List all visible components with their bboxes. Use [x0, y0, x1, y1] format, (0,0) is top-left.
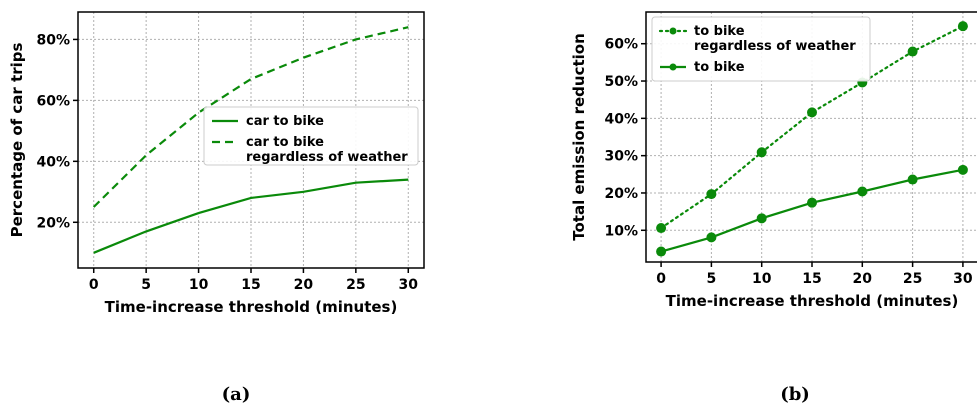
plot-frame: [77, 11, 425, 269]
y-tick-label: 30%: [604, 149, 638, 165]
y-tick-label: 10%: [604, 223, 638, 239]
x-tick-label: 30: [399, 277, 419, 293]
y-tick-label: 50%: [604, 74, 638, 90]
x-tick-label: 5: [707, 271, 717, 287]
chart-a: 0 5 10 15 20 25 30 20% 40% 60% 80% Time-increase th…: [8, 11, 425, 316]
x-tick-label: 25: [903, 271, 922, 287]
data-point: [756, 147, 767, 158]
series-line-1: [660, 168, 964, 253]
legend-marker: [669, 63, 677, 71]
x-tick-label: 10: [752, 271, 772, 287]
x-tick-label: 10: [189, 277, 209, 293]
x-tick-label: 20: [853, 271, 873, 287]
y-tick-label: 40%: [36, 154, 70, 170]
x-tick-label: 20: [294, 277, 314, 293]
data-point: [807, 107, 817, 118]
legend-marker: [669, 27, 677, 35]
series-line-0: [93, 178, 409, 254]
data-point: [857, 186, 868, 197]
data-point: [756, 213, 767, 224]
y-tick-label: 20%: [36, 215, 70, 231]
panel-label-b: (b): [780, 384, 810, 405]
data-point: [706, 189, 717, 200]
x-tick-label: 15: [802, 271, 821, 287]
chart-b: 0 5 10 15 20 25 30 10% 20% 30% 40% 50% 60% Time-incre…: [570, 11, 977, 310]
legend-box: [203, 106, 419, 166]
plot-frame: [645, 11, 977, 263]
y-tick-label: 20%: [604, 186, 638, 202]
data-point: [656, 246, 667, 257]
data-point: [957, 21, 968, 32]
legend-box: [651, 16, 871, 82]
x-axis-title: Time-increase threshold (minutes): [666, 292, 959, 310]
y-tick-label: 60%: [604, 37, 638, 53]
y-tick-label: 80%: [36, 32, 70, 48]
panel-label-a: (a): [222, 384, 251, 405]
x-tick-label: 15: [241, 277, 260, 293]
legend-label-0: to bike regardless of weather: [694, 24, 856, 54]
x-tick-label: 0: [656, 271, 666, 287]
x-tick-label: 25: [346, 277, 365, 293]
legend-label-1: to bike: [694, 60, 745, 75]
data-point: [957, 164, 968, 175]
x-axis-title: Time-increase threshold (minutes): [105, 298, 398, 316]
x-tick-label: 5: [141, 277, 151, 293]
x-tick-label: 0: [89, 277, 99, 293]
y-axis-title: Total emission reduction: [570, 33, 588, 241]
y-tick-label: 40%: [604, 111, 638, 127]
data-point: [907, 46, 918, 57]
legend-label-1: car to bike regardless of weather: [246, 135, 408, 165]
series-line-1: [92, 26, 409, 208]
data-point: [807, 197, 817, 208]
y-tick-label: 60%: [36, 93, 70, 109]
data-point: [907, 174, 918, 185]
y-axis-title: Percentage of car trips: [8, 43, 26, 238]
legend-label-0: car to bike: [246, 114, 324, 129]
x-tick-label: 30: [953, 271, 973, 287]
data-point: [706, 232, 717, 243]
data-point: [656, 223, 667, 234]
